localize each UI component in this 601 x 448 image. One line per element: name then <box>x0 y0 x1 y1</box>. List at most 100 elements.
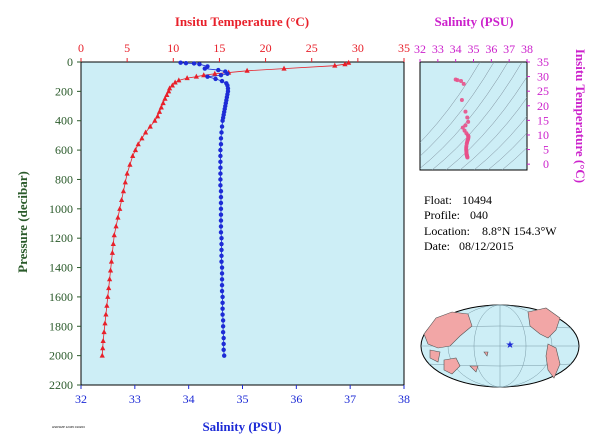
temperature-point <box>122 179 128 185</box>
pressure-tick-label: 1000 <box>49 202 73 216</box>
salinity-axis-title: Salinity (PSU) <box>202 419 281 434</box>
pressure-tick-label: 1600 <box>49 290 73 304</box>
density-contour <box>487 132 527 170</box>
temperature-point <box>124 170 130 176</box>
ts-salinity-ticks: 32 33 34 35 36 37 38 <box>414 42 533 62</box>
salinity-point <box>218 206 224 212</box>
temperature-point <box>332 62 338 68</box>
temperature-point <box>156 108 163 114</box>
temperature-point <box>111 232 117 238</box>
salinity-point <box>218 200 224 206</box>
salinity-point <box>218 212 224 217</box>
temperature-point <box>212 70 218 76</box>
salinity-tick-label: 37 <box>344 392 356 406</box>
temperature-tick-label: 15 <box>213 41 225 55</box>
temperature-point <box>104 302 110 308</box>
ts-salinity-tick-label: 33 <box>432 42 444 56</box>
temperature-tick-label: 10 <box>167 41 179 55</box>
temperature-point <box>105 293 111 299</box>
salinity-tick-label: 36 <box>290 392 302 406</box>
temperature-point <box>100 345 106 351</box>
map-land <box>423 307 561 379</box>
ts-salinity-tick-label: 36 <box>485 42 497 56</box>
temperature-point <box>152 117 158 123</box>
temperature-point <box>102 320 108 326</box>
salinity-point <box>218 159 223 165</box>
temperature-point <box>120 188 127 194</box>
salinity-tick-label: 35 <box>237 392 249 406</box>
temperature-point <box>119 197 125 203</box>
salinity-point <box>219 277 225 282</box>
temperature-point <box>110 241 116 247</box>
salinity-point <box>220 312 225 317</box>
salinity-point <box>218 183 223 188</box>
salinity-point <box>221 353 227 358</box>
salinity-point <box>218 147 223 153</box>
profile-label: Profile: <box>424 208 460 222</box>
temperature-point <box>147 123 153 129</box>
salinity-point <box>218 177 223 182</box>
ts-salinity-tick-label: 35 <box>468 42 480 56</box>
temperature-point <box>113 223 119 229</box>
ts-temperature-axis-title: Insitu Temperature (°C) <box>573 49 588 183</box>
temperature-point <box>169 82 175 88</box>
ts-temperature-tick-label: 15 <box>537 113 549 127</box>
salinity-point <box>219 235 224 241</box>
ts-salinity-tick-label: 34 <box>450 42 462 56</box>
salinity-point <box>218 230 224 235</box>
density-contour <box>420 62 481 143</box>
salinity-point <box>225 71 230 76</box>
temperature-point <box>101 329 107 335</box>
salinity-point <box>219 247 224 253</box>
temperature-point <box>99 352 105 358</box>
pressure-axis-title: Pressure (decibar) <box>15 171 30 273</box>
salinity-point <box>220 318 226 323</box>
temperature-point <box>108 258 115 264</box>
salinity-points <box>178 60 231 358</box>
temperature-point <box>342 61 348 67</box>
temperature-point <box>107 267 114 273</box>
salinity-point <box>218 153 223 159</box>
salinity-point <box>218 189 224 194</box>
ts-temperature-tick-label: 30 <box>537 70 549 84</box>
salinity-point <box>218 73 224 78</box>
density-contour <box>501 147 527 170</box>
salinity-point <box>183 60 189 66</box>
ts-salinity-axis-title: Salinity (PSU) <box>434 14 513 29</box>
temperature-point <box>135 141 141 147</box>
location-value: 8.8°N 154.3°W <box>482 224 557 238</box>
density-contour <box>445 76 527 170</box>
temperature-point <box>160 100 166 106</box>
temperature-point <box>172 79 178 85</box>
pressure-tick-label: 600 <box>55 143 73 157</box>
ts-salinity-tick-label: 37 <box>503 42 515 56</box>
temperature-point <box>184 75 190 81</box>
ts-salinity-tick-label: 32 <box>414 42 426 56</box>
salinity-point <box>219 259 224 264</box>
salinity-point <box>221 341 226 347</box>
pressure-tick-label: 400 <box>55 114 73 128</box>
ts-point <box>465 115 470 120</box>
pressure-tick-label: 2200 <box>49 378 73 392</box>
salinity-tick-label: 38 <box>398 392 410 406</box>
salinity-point <box>218 194 224 200</box>
date-label: Date: <box>424 239 450 253</box>
temperature-point <box>164 92 170 98</box>
location-map: ★ <box>420 304 580 388</box>
salinity-tick-label: 33 <box>129 392 141 406</box>
ts-temperature-tick-label: 5 <box>543 143 549 157</box>
ts-point <box>455 78 460 83</box>
salinity-point <box>205 74 210 79</box>
ts-temperature-tick-label: 10 <box>537 128 549 142</box>
main-profile-plot: 0 5 10 15 20 25 30 35 32 33 34 35 36 37 38 0 200 400 600… <box>15 14 410 434</box>
ts-point <box>463 109 468 114</box>
temperature-point <box>158 104 164 110</box>
salinity-point <box>219 124 225 129</box>
salinity-point <box>218 224 224 229</box>
pressure-axis-ticks: 0 200 400 600 800 1000 1200 1400 1600 1800 2000 220… <box>49 55 81 392</box>
float-value: 10494 <box>462 193 492 207</box>
temperature-tick-label: 30 <box>352 41 364 55</box>
salinity-point <box>220 118 225 123</box>
temperature-point <box>166 88 172 94</box>
ts-temperature-tick-label: 25 <box>537 84 549 98</box>
